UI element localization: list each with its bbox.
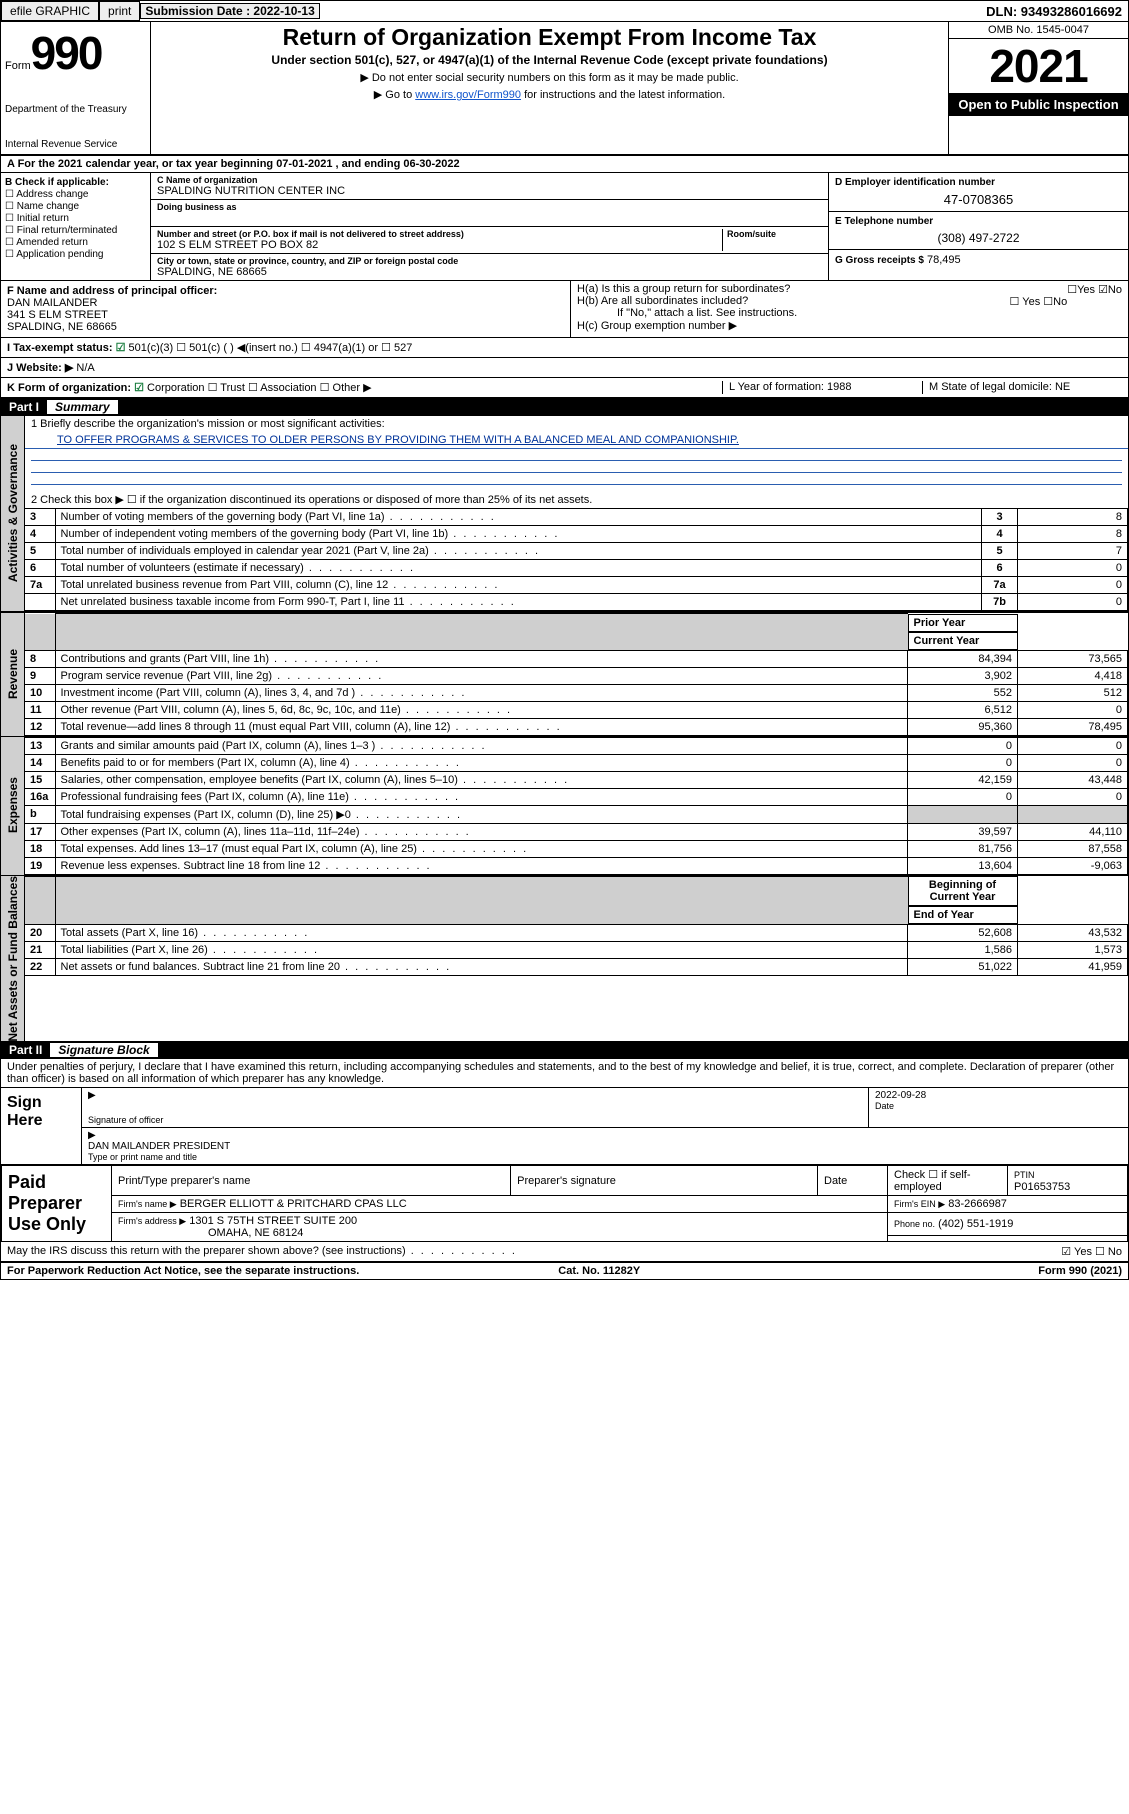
- rule1: [31, 449, 1122, 461]
- rev-table: Prior YearCurrent Year 8Contributions an…: [25, 613, 1128, 736]
- exp-table: 13Grants and similar amounts paid (Part …: [25, 737, 1128, 875]
- efile-graphic-button[interactable]: efile GRAPHIC: [1, 1, 99, 21]
- irs-link[interactable]: www.irs.gov/Form990: [415, 89, 521, 101]
- hc-label: H(c) Group exemption number ▶: [577, 319, 1122, 332]
- g-label: G Gross receipts $: [835, 255, 924, 266]
- cb-final[interactable]: ☐ Final return/terminated: [5, 225, 146, 236]
- e-label: E Telephone number: [835, 216, 1122, 227]
- org-name: SPALDING NUTRITION CENTER INC: [157, 185, 822, 197]
- line-klm: K Form of organization: Corporation ☐ Tr…: [1, 378, 1128, 398]
- officer-group-block: F Name and address of principal officer:…: [1, 281, 1128, 338]
- cb-corp[interactable]: [134, 382, 147, 394]
- vtab-revenue: Revenue: [1, 613, 25, 736]
- dba-label: Doing business as: [157, 202, 822, 212]
- vtab-expenses: Expenses: [1, 737, 25, 875]
- gov-table: 3Number of voting members of the governi…: [25, 508, 1128, 611]
- sig-officer-label: Signature of officer: [88, 1115, 862, 1125]
- street-address: 102 S ELM STREET PO BOX 82: [157, 239, 722, 251]
- declaration: Under penalties of perjury, I declare th…: [1, 1059, 1128, 1088]
- officer-printed: DAN MAILANDER PRESIDENT: [88, 1141, 1122, 1152]
- paid-preparer-block: Paid Preparer Use Only Print/Type prepar…: [1, 1165, 1128, 1242]
- sign-here-block: Sign Here Signature of officer 2022-09-2…: [1, 1088, 1128, 1165]
- line-i: I Tax-exempt status: 501(c)(3) ☐ 501(c) …: [1, 338, 1128, 358]
- ein: 47-0708365: [835, 192, 1122, 207]
- website: N/A: [76, 362, 94, 374]
- officer-addr1: 341 S ELM STREET: [7, 309, 564, 321]
- cb-address[interactable]: ☐ Address change: [5, 189, 146, 200]
- city-state-zip: SPALDING, NE 68665: [157, 266, 822, 278]
- form-word: Form: [5, 60, 31, 72]
- city-label: City or town, state or province, country…: [157, 256, 822, 266]
- cb-name[interactable]: ☐ Name change: [5, 201, 146, 212]
- f-label: F Name and address of principal officer:: [7, 285, 564, 297]
- q1: 1 Briefly describe the organization's mi…: [25, 416, 1128, 432]
- addr-label: Number and street (or P.O. box if mail i…: [157, 229, 722, 239]
- part2-header: Part IISignature Block: [1, 1041, 1128, 1059]
- submission-date: Submission Date : 2022-10-13: [140, 3, 319, 19]
- c-label: C Name of organization: [157, 175, 822, 185]
- officer-name: DAN MAILANDER: [7, 297, 564, 309]
- state-domicile: M State of legal domicile: NE: [922, 381, 1122, 394]
- q2: 2 Check this box ▶ ☐ if the organization…: [25, 491, 1128, 508]
- rule2: [31, 461, 1122, 473]
- hb-note: If "No," attach a list. See instructions…: [577, 307, 1122, 319]
- open-inspection: Open to Public Inspection: [949, 93, 1128, 116]
- may-yesno[interactable]: ☑ Yes ☐ No: [1061, 1245, 1122, 1258]
- efile-topbar: efile GRAPHIC print Submission Date : 20…: [1, 1, 1128, 22]
- line-j: J Website: ▶ N/A: [1, 358, 1128, 378]
- print-button[interactable]: print: [99, 1, 140, 21]
- officer-addr2: SPALDING, NE 68665: [7, 321, 564, 333]
- form-header: Form990 Department of the Treasury Inter…: [1, 22, 1128, 156]
- firm-phone: (402) 551-1919: [938, 1218, 1013, 1230]
- cb-501c3[interactable]: [116, 342, 129, 354]
- form-title: Return of Organization Exempt From Incom…: [157, 24, 942, 51]
- firm-addr: 1301 S 75TH STREET SUITE 200: [189, 1215, 357, 1227]
- part1-header: Part ISummary: [1, 398, 1128, 416]
- na-table: Beginning of Current YearEnd of Year 20T…: [25, 876, 1128, 977]
- dept-irs: Internal Revenue Service: [5, 139, 146, 150]
- room-label: Room/suite: [727, 229, 822, 239]
- vtab-netassets: Net Assets or Fund Balances: [1, 876, 25, 1042]
- tax-year: 2021: [949, 39, 1128, 93]
- hb-yesno[interactable]: ☐ Yes ☐No: [1010, 295, 1068, 308]
- omb-number: OMB No. 1545-0047: [949, 22, 1128, 39]
- phone: (308) 497-2722: [835, 231, 1122, 245]
- line-a-period: A For the 2021 calendar year, or tax yea…: [1, 156, 1128, 173]
- form-subtitle: Under section 501(c), 527, or 4947(a)(1)…: [157, 53, 942, 67]
- year-formation: L Year of formation: 1988: [722, 381, 922, 394]
- dln: DLN: 93493286016692: [986, 4, 1128, 19]
- ssn-note: ▶ Do not enter social security numbers o…: [157, 71, 942, 84]
- rule3: [31, 473, 1122, 485]
- cb-initial[interactable]: ☐ Initial return: [5, 213, 146, 224]
- cb-pending[interactable]: ☐ Application pending: [5, 249, 146, 260]
- may-discuss: May the IRS discuss this return with the…: [1, 1242, 1128, 1262]
- b-label: B Check if applicable:: [5, 177, 146, 188]
- hb-label: H(b) Are all subordinates included?: [577, 295, 748, 307]
- gross-receipts: 78,495: [927, 254, 961, 266]
- firm-addr2: OMAHA, NE 68124: [118, 1227, 303, 1239]
- link-note: ▶ Go to www.irs.gov/Form990 for instruct…: [157, 88, 942, 101]
- cb-amended[interactable]: ☐ Amended return: [5, 237, 146, 248]
- ha-label: H(a) Is this a group return for subordin…: [577, 283, 790, 295]
- firm-ein: 83-2666987: [948, 1198, 1007, 1210]
- form-number: 990: [31, 26, 102, 80]
- officer-printed-label: Type or print name and title: [88, 1152, 1122, 1162]
- entity-block: B Check if applicable: ☐ Address change …: [1, 173, 1128, 281]
- vtab-governance: Activities & Governance: [1, 416, 25, 611]
- dept-treasury: Department of the Treasury: [5, 104, 146, 115]
- mission: TO OFFER PROGRAMS & SERVICES TO OLDER PE…: [25, 432, 1128, 449]
- sig-date: 2022-09-28: [875, 1090, 1122, 1101]
- self-emp-check[interactable]: Check ☐ if self-employed: [888, 1166, 1008, 1196]
- ptin: P01653753: [1014, 1181, 1070, 1193]
- firm-name: BERGER ELLIOTT & PRITCHARD CPAS LLC: [180, 1198, 407, 1210]
- ha-yesno[interactable]: ☐Yes ☑No: [1067, 283, 1122, 296]
- d-label: D Employer identification number: [835, 177, 1122, 188]
- footer: For Paperwork Reduction Act Notice, see …: [1, 1262, 1128, 1279]
